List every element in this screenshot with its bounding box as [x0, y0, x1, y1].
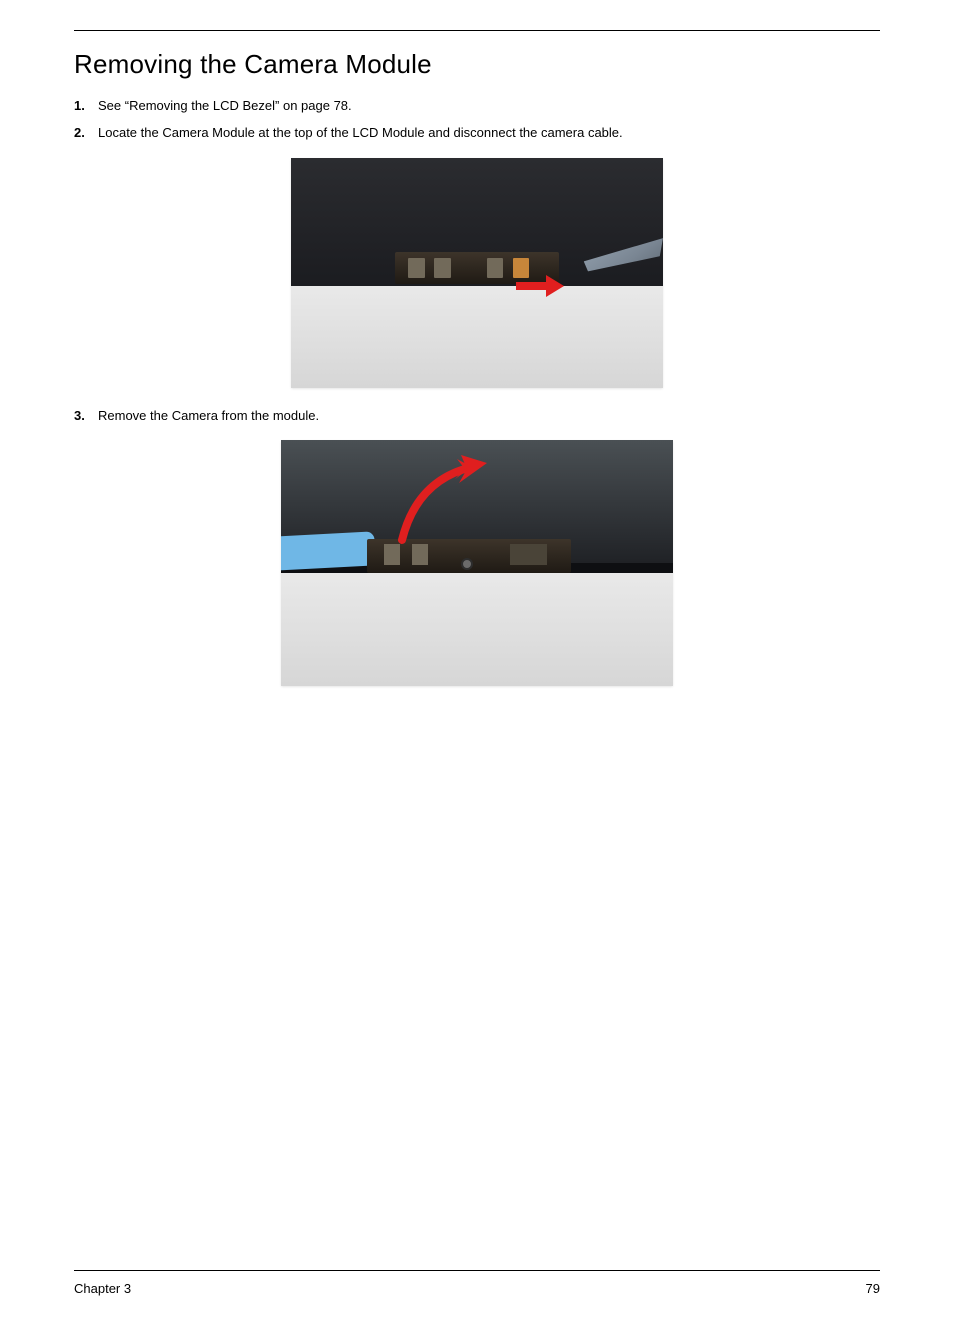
- step-1-text: See “Removing the LCD Bezel” on page 78.: [98, 96, 880, 117]
- step-1: 1. See “Removing the LCD Bezel” on page …: [74, 96, 880, 117]
- camera-lens: [461, 558, 473, 570]
- figure-2-tool: [281, 531, 376, 571]
- figure-1-photo: [291, 158, 663, 388]
- step-3: 3. Remove the Camera from the module.: [74, 406, 880, 427]
- step-3-text: Remove the Camera from the module.: [98, 406, 880, 427]
- pcb-chip: [434, 258, 450, 279]
- figure-2: [74, 440, 880, 686]
- pcb-chip: [384, 544, 400, 565]
- pcb-chip: [412, 544, 428, 565]
- figure-1-light-region: [291, 286, 663, 387]
- page: Removing the Camera Module 1. See “Remov…: [0, 0, 954, 1336]
- step-3-number: 3.: [74, 406, 98, 427]
- pcb-chip: [487, 258, 503, 279]
- footer-row: Chapter 3 79: [74, 1281, 880, 1296]
- figure-1-arrow-icon: [514, 275, 564, 297]
- pcb-chip: [510, 544, 547, 565]
- figure-1: [74, 158, 880, 388]
- figure-2-light-region: [281, 573, 673, 686]
- step-2-number: 2.: [74, 123, 98, 144]
- footer-chapter: Chapter 3: [74, 1281, 131, 1296]
- figure-2-arrow-icon: [387, 455, 507, 545]
- footer-page-number: 79: [866, 1281, 880, 1296]
- figure-1-content: [291, 158, 663, 388]
- page-heading: Removing the Camera Module: [74, 49, 880, 80]
- step-1-number: 1.: [74, 96, 98, 117]
- footer-rule: [74, 1270, 880, 1271]
- figure-2-photo: [281, 440, 673, 686]
- figure-2-content: [281, 440, 673, 686]
- pcb-chip: [408, 258, 424, 279]
- step-2: 2. Locate the Camera Module at the top o…: [74, 123, 880, 144]
- top-rule: [74, 30, 880, 31]
- step-2-text: Locate the Camera Module at the top of t…: [98, 123, 880, 144]
- page-footer: Chapter 3 79: [74, 1270, 880, 1296]
